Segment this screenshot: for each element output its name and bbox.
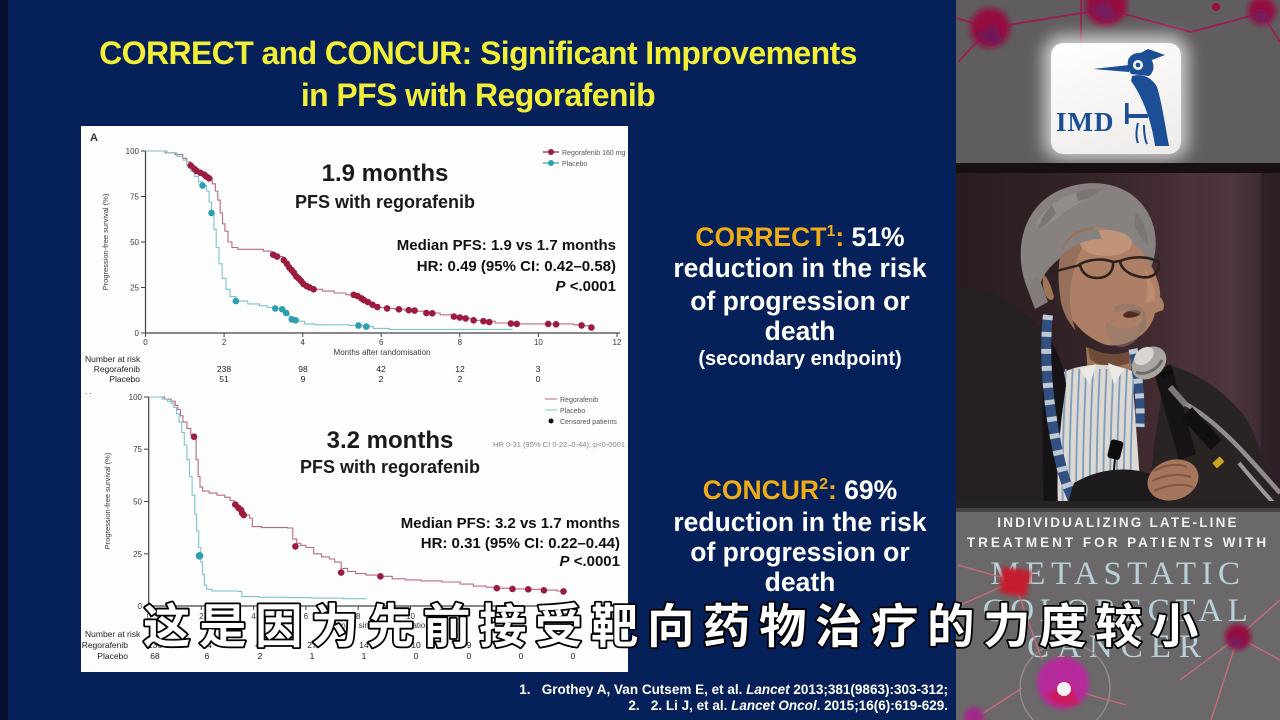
- svg-text:1: 1: [362, 651, 367, 661]
- svg-text:0: 0: [536, 374, 541, 384]
- svg-text:10: 10: [411, 640, 421, 650]
- svg-text:6: 6: [205, 651, 210, 661]
- svg-text:100: 100: [129, 393, 143, 402]
- svg-text:Regorafenib: Regorafenib: [94, 364, 141, 374]
- svg-text:42: 42: [376, 364, 386, 374]
- svg-text:27: 27: [307, 640, 317, 650]
- svg-text:PFS with regorafenib: PFS with regorafenib: [300, 457, 480, 477]
- svg-text:A: A: [90, 132, 98, 144]
- svg-text:P <.0001: P <.0001: [560, 553, 620, 570]
- svg-text:Months after randomisation: Months after randomisation: [334, 348, 431, 357]
- svg-text:Median PFS: 1.9 vs 1.7 months: Median PFS: 1.9 vs 1.7 months: [397, 237, 616, 254]
- svg-text:2: 2: [258, 651, 263, 661]
- svg-text:4: 4: [251, 612, 256, 621]
- svg-text:2: 2: [199, 612, 204, 621]
- svg-text:0: 0: [138, 602, 143, 611]
- svg-text:10: 10: [406, 612, 415, 621]
- svg-text:0: 0: [467, 651, 472, 661]
- svg-text:. .: . .: [85, 387, 92, 396]
- svg-text:Median PFS: 3.2 vs 1.7 months: Median PFS: 3.2 vs 1.7 months: [401, 515, 620, 532]
- svg-text:0: 0: [571, 651, 576, 661]
- svg-text:0: 0: [143, 338, 148, 347]
- svg-text:6: 6: [379, 338, 384, 347]
- svg-text:1.9 months: 1.9 months: [322, 160, 449, 187]
- svg-text:Censored patients: Censored patients: [560, 419, 617, 426]
- svg-text:75: 75: [130, 193, 139, 202]
- svg-text:8: 8: [458, 338, 463, 347]
- svg-text:14: 14: [359, 640, 369, 650]
- svg-text:75: 75: [133, 445, 142, 454]
- svg-text:0: 0: [414, 651, 419, 661]
- svg-text:HR: 0.49 (95% CI: 0.42–0.58): HR: 0.49 (95% CI: 0.42–0.58): [417, 258, 616, 275]
- svg-text:136: 136: [148, 640, 162, 650]
- svg-text:238: 238: [217, 364, 231, 374]
- svg-text:68: 68: [150, 651, 160, 661]
- svg-text:12: 12: [455, 364, 465, 374]
- svg-text:P <.0001: P <.0001: [556, 278, 616, 295]
- svg-text:6: 6: [304, 612, 309, 621]
- svg-text:9: 9: [467, 640, 472, 650]
- svg-text:1: 1: [310, 651, 315, 661]
- svg-text:100: 100: [126, 147, 140, 156]
- svg-text:25: 25: [130, 284, 139, 293]
- svg-text:51: 51: [219, 374, 229, 384]
- svg-text:25: 25: [133, 550, 142, 559]
- svg-text:Number at risk: Number at risk: [85, 629, 141, 639]
- svg-text:Number at risk: Number at risk: [85, 354, 141, 364]
- svg-text:Placebo: Placebo: [109, 374, 140, 384]
- svg-text:12: 12: [613, 338, 622, 347]
- svg-text:HR: 0.31 (95% CI: 0.22–0.44): HR: 0.31 (95% CI: 0.22–0.44): [421, 535, 620, 552]
- svg-text:2: 2: [222, 338, 227, 347]
- svg-text:2: 2: [379, 374, 384, 384]
- svg-text:98: 98: [298, 364, 308, 374]
- svg-text:3: 3: [536, 364, 541, 374]
- svg-text:Placebo: Placebo: [562, 161, 587, 168]
- svg-text:8: 8: [356, 612, 361, 621]
- svg-text:Regorafenib: Regorafenib: [82, 640, 129, 650]
- svg-text:Progression-free survival (%): Progression-free survival (%): [103, 452, 112, 549]
- svg-text:Placebo: Placebo: [560, 408, 585, 415]
- svg-text:10: 10: [534, 338, 543, 347]
- svg-text:4: 4: [300, 338, 305, 347]
- svg-text:Regorafenib: Regorafenib: [560, 397, 598, 404]
- svg-text:Progression-free survival (%): Progression-free survival (%): [101, 193, 110, 290]
- svg-text:50: 50: [133, 498, 142, 507]
- svg-text:3.2 months: 3.2 months: [327, 427, 454, 454]
- svg-text:IMD: IMD: [1056, 107, 1115, 137]
- svg-text:Regorafenib 160 mg: Regorafenib 160 mg: [562, 150, 626, 157]
- svg-text:Placebo: Placebo: [97, 651, 128, 661]
- svg-text:HR 0-31 (95% CI 0-22–0-44); p<: HR 0-31 (95% CI 0-22–0-44); p<0-0001: [493, 440, 625, 449]
- svg-text:9: 9: [301, 374, 306, 384]
- svg-text:0: 0: [135, 329, 140, 338]
- svg-text:0: 0: [147, 612, 152, 621]
- svg-text:2: 2: [458, 374, 463, 384]
- svg-text:0: 0: [519, 651, 524, 661]
- svg-text:PFS with regorafenib: PFS with regorafenib: [295, 192, 475, 212]
- svg-text:50: 50: [130, 238, 139, 247]
